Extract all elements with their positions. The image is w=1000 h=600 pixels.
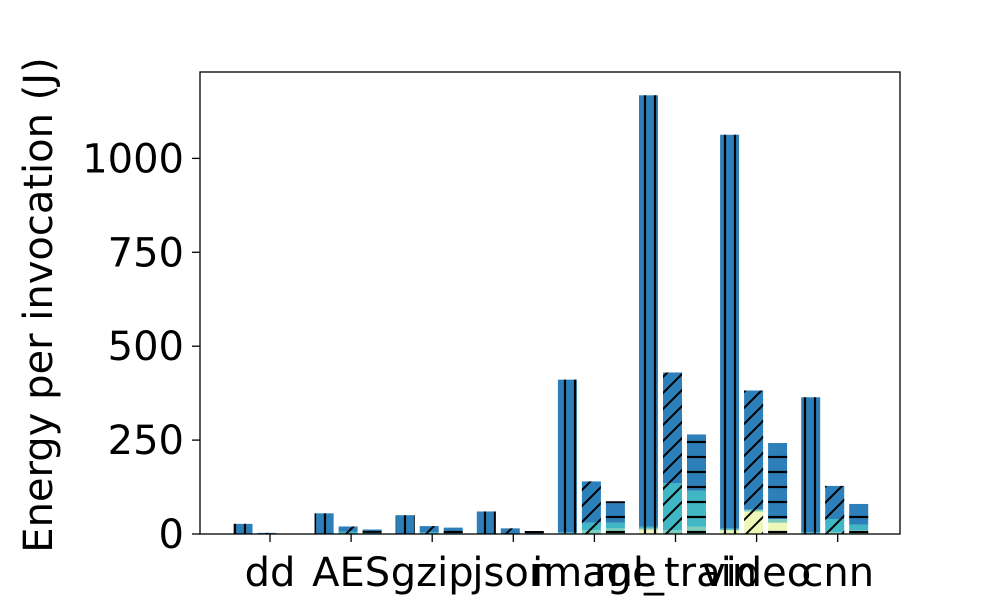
x-tick-label-AES: AES: [312, 550, 390, 596]
bar-video-diagonal: [744, 390, 764, 534]
bar-AES-horizontal: [362, 529, 382, 534]
bar-hatch: [825, 532, 845, 534]
bar-cnn-horizontal: [849, 503, 869, 534]
bar-hatch: [581, 522, 601, 531]
bar-hatch: [720, 134, 740, 529]
bar-hatch: [362, 529, 382, 533]
bar-hatch: [524, 530, 544, 534]
bar-hatch: [768, 443, 788, 519]
bar-hatch: [581, 530, 601, 534]
bar-hatch: [443, 527, 463, 531]
bar-hatch: [605, 501, 625, 523]
bar-hatch: [443, 530, 463, 534]
x-tick-label-ml_train: ml_train: [594, 550, 757, 596]
bar-json-diagonal: [500, 528, 520, 534]
bar-hatch: [663, 530, 682, 534]
bar-hatch: [801, 397, 821, 533]
y-tick-label: 500: [108, 324, 184, 370]
bar-hatch: [720, 528, 740, 530]
y-axis-title: Energy per invocation (J): [16, 57, 62, 552]
y-tick-label: 1000: [82, 136, 184, 182]
plot-frame: [199, 71, 901, 535]
bar-hatch: [639, 529, 658, 534]
bar-cnn-diagonal: [825, 485, 845, 534]
bars-layer: [233, 95, 869, 534]
bar-gzip-horizontal: [443, 527, 463, 534]
bar-hatch: [557, 532, 577, 534]
bar-hatch: [825, 518, 845, 533]
x-tick-label-json: json: [471, 550, 554, 596]
bar-hatch: [605, 528, 625, 534]
bar-video-horizontal: [768, 443, 788, 534]
bar-hatch: [476, 511, 496, 534]
x-tick-label-dd: dd: [245, 550, 296, 596]
bar-AES-diagonal: [338, 526, 358, 534]
bar-hatch: [663, 483, 682, 531]
bar-image-diagonal: [581, 481, 601, 534]
x-tick-label-cnn: cnn: [801, 550, 874, 596]
bar-hatch: [801, 532, 821, 534]
bar-hatch: [744, 390, 764, 510]
bar-hatch: [419, 532, 439, 534]
bar-hatch: [849, 530, 869, 534]
bar-hatch: [825, 485, 845, 519]
bar-hatch: [639, 95, 658, 527]
bar-hatch: [581, 481, 601, 523]
bar-json-horizontal: [524, 530, 544, 534]
bar-ml_train-diagonal: [663, 372, 682, 534]
bar-video-vertical: [720, 134, 740, 534]
bar-hatch: [768, 522, 788, 534]
bar-hatch: [338, 531, 358, 534]
bar-hatch: [687, 434, 706, 491]
bar-cnn-vertical: [801, 397, 821, 534]
bar-dd-vertical: [233, 523, 253, 534]
y-tick-label: 0: [159, 512, 184, 558]
bar-hatch: [605, 522, 625, 529]
bar-hatch: [314, 513, 334, 534]
bar-image-vertical: [557, 379, 577, 534]
bar-hatch: [419, 526, 439, 533]
x-tick-label-video: video: [702, 550, 811, 596]
bar-hatch: [720, 530, 740, 534]
bar-hatch: [849, 524, 869, 531]
bar-hatch: [687, 526, 706, 534]
bar-hatch: [362, 532, 382, 534]
bar-hatch: [744, 511, 764, 534]
y-tick-label: 750: [108, 230, 184, 276]
y-tick-label: 250: [108, 418, 184, 464]
bar-hatch: [395, 515, 415, 534]
bar-hatch: [744, 509, 764, 512]
bar-hatch: [557, 379, 577, 533]
bar-hatch: [720, 529, 740, 531]
bar-hatch: [687, 490, 706, 527]
y-axis: 0 250 500 750 1000: [82, 136, 200, 558]
bar-ml_train-vertical: [639, 95, 658, 534]
bar-image-horizontal: [605, 501, 625, 534]
bar-gzip-diagonal: [419, 526, 439, 534]
bar-hatch: [500, 528, 520, 534]
bar-hatch: [849, 503, 869, 525]
bar-hatch: [663, 372, 682, 484]
bar-AES-vertical: [314, 513, 334, 534]
bar-hatch: [338, 526, 358, 532]
bar-ml_train-horizontal: [687, 434, 706, 534]
x-tick-label-gzip: gzip: [391, 550, 474, 596]
x-tick-label-image: image: [532, 550, 657, 596]
bar-gzip-vertical: [395, 515, 415, 534]
bar-hatch: [639, 526, 658, 529]
bar-hatch: [768, 518, 788, 523]
bar-hatch: [233, 523, 253, 534]
bar-json-vertical: [476, 511, 496, 534]
bar-hatch: [639, 528, 658, 530]
